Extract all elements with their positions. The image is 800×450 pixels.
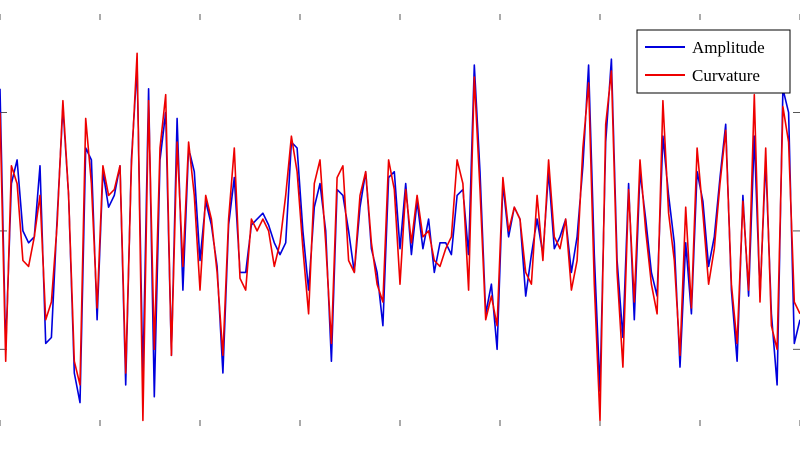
legend-box xyxy=(636,29,791,94)
axis-ticks xyxy=(0,14,800,426)
series-line-curvature xyxy=(0,52,800,422)
legend-label-curvature: Curvature xyxy=(692,66,760,85)
legend: Amplitude Curvature xyxy=(636,29,791,94)
legend-label-amplitude: Amplitude xyxy=(692,38,765,57)
series-layer xyxy=(0,52,800,422)
